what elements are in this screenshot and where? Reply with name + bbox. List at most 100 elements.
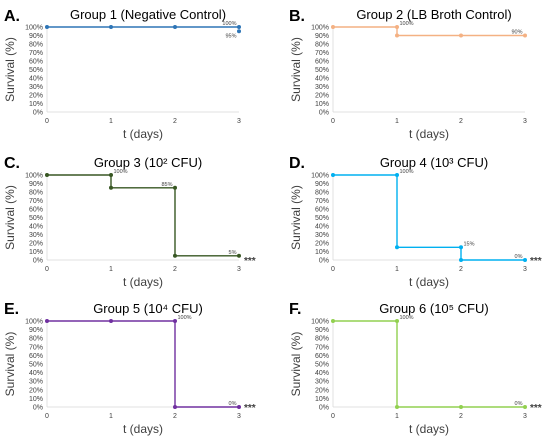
x-tick-label: 0 [331,413,335,420]
chart-title: Group 4 (10³ CFU) [380,155,488,170]
data-point [173,253,177,258]
data-point [523,33,527,38]
y-tick-label: 100% [311,173,329,180]
x-tick-label: 3 [237,118,241,125]
x-tick-label: 2 [459,118,463,125]
y-tick-label: 90% [29,181,43,188]
y-tick-label: 50% [315,67,329,74]
data-point [395,245,399,250]
x-tick-label: 2 [459,266,463,273]
data-point [45,173,49,177]
y-tick-label: 80% [29,190,43,197]
data-label: 100% [178,315,192,321]
data-label: 100% [400,21,414,27]
data-label: 100% [400,169,414,175]
x-axis-label: t (days) [123,275,163,289]
y-tick-label: 30% [315,84,329,91]
y-tick-label: 10% [315,249,329,256]
chart-panel-3: C. Group 3 (10² CFU) Survival (%) t (days) 0… [3,155,256,289]
x-axis-label: t (days) [123,422,163,436]
y-tick-label: 40% [29,224,43,231]
data-point [523,258,527,262]
y-tick-label: 60% [315,207,329,214]
data-label: 100% [400,315,414,321]
data-point [523,405,527,409]
data-point [109,173,113,177]
y-tick-label: 70% [29,344,43,351]
y-tick-label: 70% [29,198,43,205]
x-tick-label: 2 [173,266,177,273]
data-point [109,319,113,323]
y-axis-label: Survival (%) [3,332,17,397]
y-axis-label: Survival (%) [289,37,303,102]
y-axis-label: Survival (%) [3,37,17,102]
x-tick-label: 0 [45,413,49,420]
data-point [237,29,241,34]
x-axis-label: t (days) [409,127,449,141]
x-tick-label: 3 [523,413,527,420]
data-point [459,33,463,38]
y-tick-label: 40% [315,76,329,83]
data-point [237,253,241,258]
data-label: 5% [229,250,237,256]
chart-title: Group 5 (10⁴ CFU) [93,301,203,316]
y-tick-label: 100% [311,25,329,32]
x-tick-label: 2 [173,118,177,125]
data-label: 95% [225,33,236,39]
data-point [395,173,399,177]
x-tick-label: 1 [395,413,399,420]
y-tick-label: 10% [29,396,43,403]
x-tick-label: 2 [459,413,463,420]
y-tick-label: 70% [29,50,43,57]
survival-step-line [333,174,525,261]
x-tick-label: 3 [523,118,527,125]
y-tick-label: 50% [315,215,329,222]
y-tick-label: 90% [315,327,329,334]
data-point [173,405,177,409]
y-tick-label: 0% [33,405,43,412]
y-tick-label: 80% [315,336,329,343]
chart-panel-5: E. Group 5 (10⁴ CFU) Survival (%) t (days) 0… [3,301,256,436]
data-point [331,319,335,323]
y-tick-label: 10% [29,249,43,256]
y-tick-label: 50% [29,67,43,74]
y-tick-label: 80% [29,336,43,343]
y-tick-label: 60% [315,353,329,360]
x-tick-label: 0 [45,118,49,125]
data-point [395,25,399,29]
panel-label: D. [289,155,305,172]
y-tick-label: 50% [29,215,43,222]
chart-title: Group 6 (10⁵ CFU) [379,301,488,316]
x-tick-label: 3 [237,266,241,273]
data-point [459,405,463,409]
y-tick-label: 20% [29,241,43,248]
y-tick-label: 0% [33,110,43,117]
y-tick-label: 100% [311,319,329,326]
y-axis-label: Survival (%) [289,185,303,250]
chart-panel-1: A. Group 1 (Negative Control) Survival (%)… [3,7,241,141]
y-tick-label: 20% [315,93,329,100]
y-tick-label: 20% [29,387,43,394]
data-point [45,319,49,323]
y-tick-label: 0% [319,405,329,412]
y-tick-label: 100% [25,25,43,32]
y-axis-label: Survival (%) [3,185,17,250]
data-point [395,405,399,409]
y-tick-label: 30% [29,232,43,239]
data-point [459,245,463,250]
data-label: 100% [222,21,236,27]
survival-step-line [47,320,239,408]
data-point [109,185,113,190]
data-label: 0% [229,401,237,407]
y-axis-label: Survival (%) [289,332,303,397]
y-tick-label: 40% [315,224,329,231]
y-tick-label: 0% [33,258,43,265]
y-tick-label: 60% [29,207,43,214]
chart-panel-2: B. Group 2 (LB Broth Control) Survival (%)… [289,7,527,141]
y-tick-label: 100% [25,319,43,326]
y-tick-label: 30% [315,232,329,239]
y-tick-label: 40% [29,76,43,83]
y-tick-label: 10% [315,101,329,108]
data-point [331,173,335,177]
y-tick-label: 80% [315,42,329,49]
